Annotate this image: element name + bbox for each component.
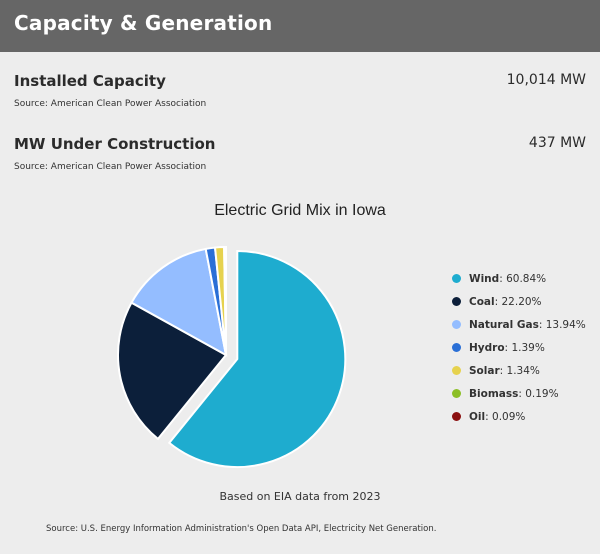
- chart-title: Electric Grid Mix in Iowa: [214, 202, 386, 219]
- legend-separator: :: [499, 272, 507, 285]
- legend-item-wind[interactable]: Wind: 60.84%: [452, 267, 586, 290]
- legend-swatch: [452, 320, 461, 329]
- legend-label: Wind: [469, 272, 500, 285]
- installed-capacity-source: Source: American Clean Power Association: [14, 99, 207, 109]
- section-header: Capacity & Generation: [0, 0, 600, 52]
- legend-value: 0.19%: [525, 387, 559, 400]
- legend-separator: :: [518, 387, 526, 400]
- legend-value: 1.34%: [506, 364, 540, 377]
- legend-value: 0.09%: [492, 410, 526, 423]
- legend-separator: :: [538, 318, 546, 331]
- legend-label: Hydro: [469, 341, 505, 354]
- chart-source: Source: U.S. Energy Information Administ…: [46, 524, 437, 534]
- legend-value: 1.39%: [511, 341, 545, 354]
- legend-swatch: [452, 412, 461, 421]
- legend-item-solar[interactable]: Solar: 1.34%: [452, 359, 586, 382]
- legend-item-natural-gas[interactable]: Natural Gas: 13.94%: [452, 313, 586, 336]
- chart-note: Based on EIA data from 2023: [219, 490, 381, 503]
- pie-slice-oil[interactable]: [224, 245, 227, 356]
- pie-slice-wind[interactable]: [167, 250, 347, 468]
- installed-capacity-value: 10,014 MW: [506, 72, 586, 88]
- legend-separator: :: [504, 341, 512, 354]
- legend-swatch: [452, 366, 461, 375]
- legend-item-coal[interactable]: Coal: 22.20%: [452, 290, 586, 313]
- legend-swatch: [452, 343, 461, 352]
- legend-label: Natural Gas: [469, 318, 539, 331]
- legend-separator: :: [485, 410, 493, 423]
- legend-value: 13.94%: [545, 318, 586, 331]
- legend-swatch: [452, 297, 461, 306]
- legend-item-biomass[interactable]: Biomass: 0.19%: [452, 382, 586, 405]
- under-construction-source: Source: American Clean Power Association: [14, 162, 207, 172]
- legend-value: 60.84%: [506, 272, 547, 285]
- legend-label: Solar: [469, 364, 500, 377]
- under-construction-label: MW Under Construction: [14, 135, 216, 153]
- chart-legend: Wind: 60.84% Coal: 22.20% Natural Gas: 13.…: [452, 267, 586, 428]
- legend-label: Coal: [469, 295, 495, 308]
- legend-label: Oil: [469, 410, 486, 423]
- legend-swatch: [452, 389, 461, 398]
- installed-capacity-label: Installed Capacity: [14, 72, 166, 90]
- legend-separator: :: [499, 364, 507, 377]
- legend-swatch: [452, 274, 461, 283]
- legend-item-oil[interactable]: Oil: 0.09%: [452, 405, 586, 428]
- legend-item-hydro[interactable]: Hydro: 1.39%: [452, 336, 586, 359]
- section-title: Capacity & Generation: [14, 11, 273, 35]
- pie-slice-coal[interactable]: [117, 301, 228, 441]
- legend-separator: :: [494, 295, 502, 308]
- legend-label: Biomass: [469, 387, 519, 400]
- legend-value: 22.20%: [501, 295, 542, 308]
- under-construction-value: 437 MW: [528, 135, 586, 151]
- pie-slice-natural-gas[interactable]: [130, 247, 228, 357]
